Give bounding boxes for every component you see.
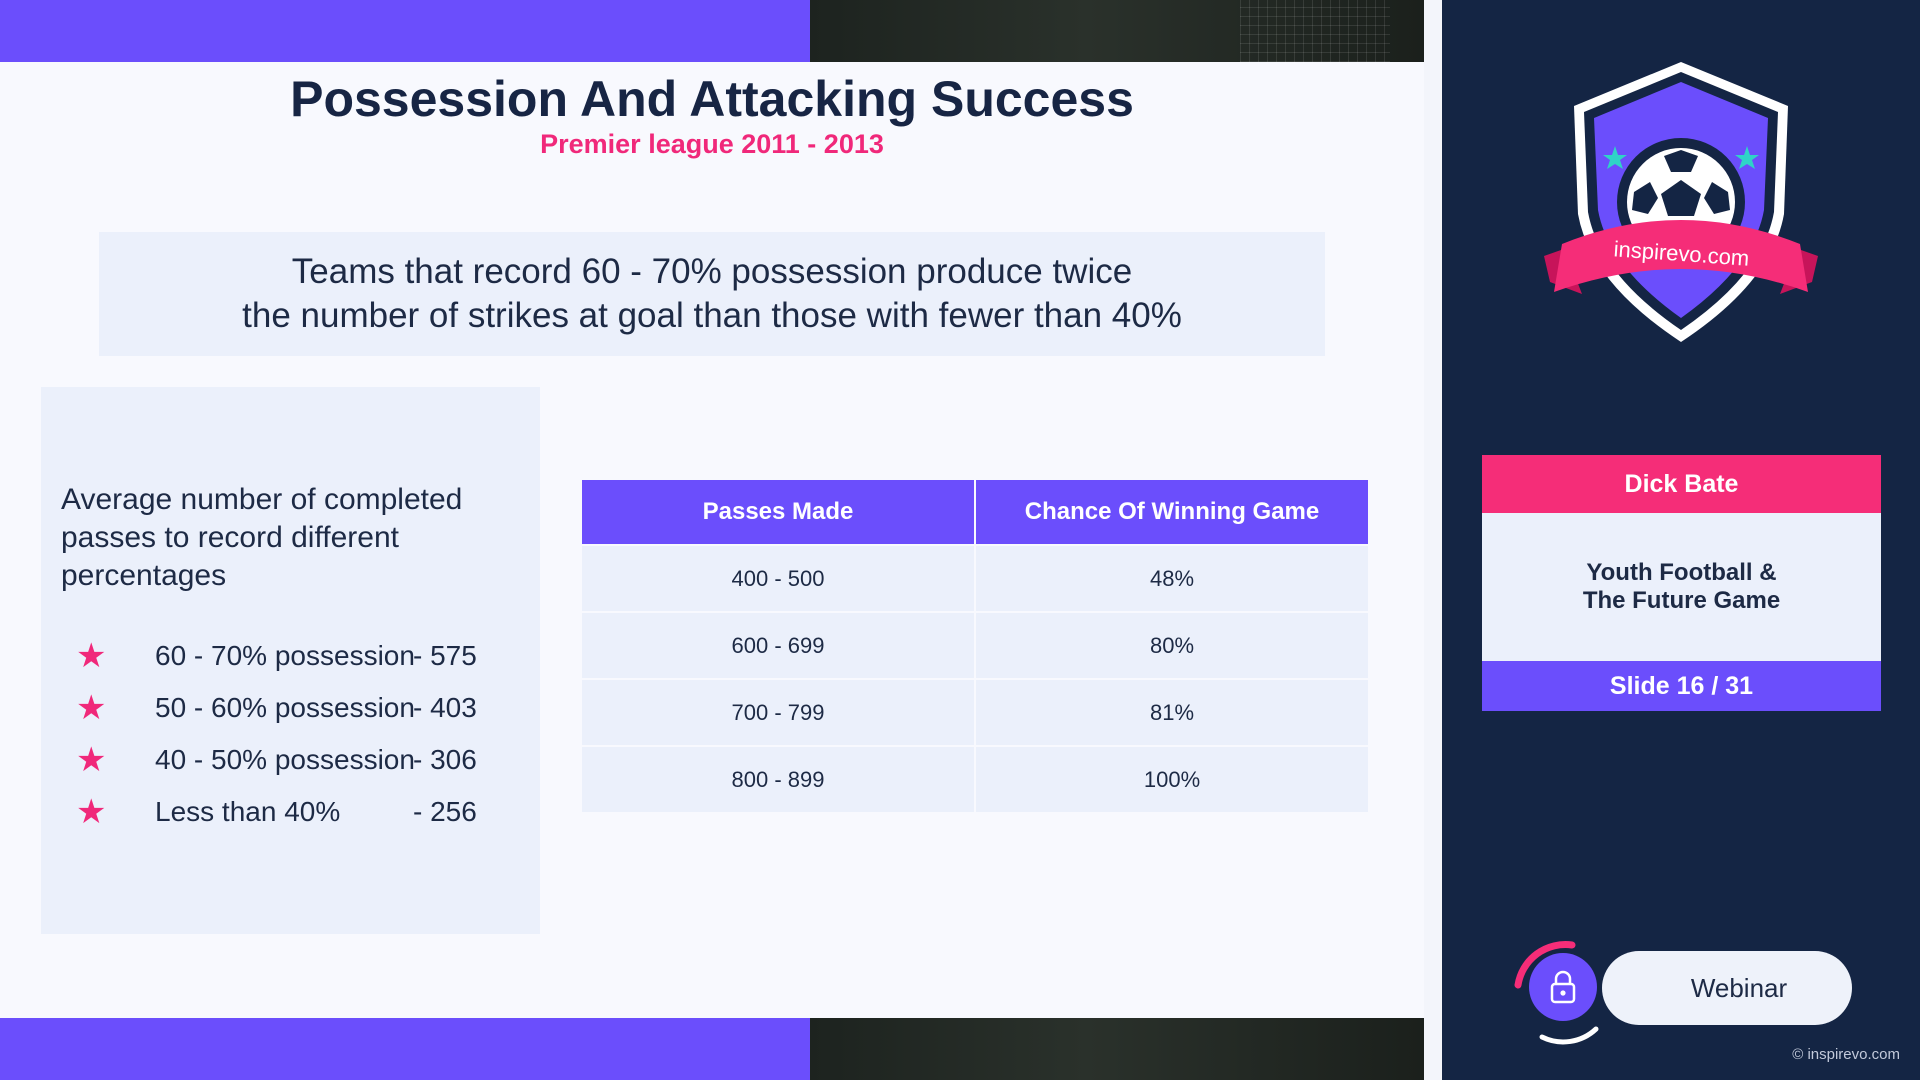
- table-row: 800 - 899 100%: [582, 745, 1368, 812]
- list-item: ★ 50 - 60% possession - 403: [76, 682, 477, 734]
- passes-cell: 600 - 699: [582, 611, 975, 679]
- slide-title: Possession And Attacking Success: [290, 71, 1134, 127]
- star-icon: ★: [76, 637, 107, 675]
- possession-value: - 306: [413, 744, 477, 775]
- callout-line-2: the number of strikes at goal than those…: [242, 296, 1182, 335]
- star-icon: ★: [76, 741, 107, 779]
- topic-line-2: The Future Game: [1582, 587, 1781, 614]
- list-item: ★ Less than 40% - 256: [76, 786, 477, 838]
- table-row: 400 - 500 48%: [582, 544, 1368, 612]
- passes-cell: 700 - 799: [582, 678, 975, 746]
- star-icon: [1735, 146, 1759, 169]
- star-icon: [1603, 146, 1627, 169]
- list-item: ★ 40 - 50% possession - 306: [76, 734, 477, 786]
- goal-net-photo: [1240, 0, 1390, 62]
- chance-cell: 81%: [974, 678, 1368, 746]
- possession-value: - 256: [413, 796, 477, 827]
- header-passes-made: Passes Made: [582, 480, 975, 545]
- slide-counter: Slide 16 / 31: [1482, 661, 1881, 711]
- webinar-topic: Youth Football & The Future Game: [1482, 513, 1881, 661]
- table-row: 600 - 699 80%: [582, 611, 1368, 679]
- header-chance-of-winning: Chance Of Winning Game: [974, 480, 1368, 545]
- slide-edge-strip: [1424, 0, 1442, 1080]
- bottom-banner: [0, 1018, 1424, 1080]
- webinar-label: Webinar: [1690, 972, 1788, 1003]
- copyright-text: © inspirevo.com: [1792, 1046, 1900, 1063]
- chance-cell: 100%: [974, 745, 1368, 812]
- slide-subtitle: Premier league 2011 - 2013: [540, 129, 884, 159]
- speaker-name: Dick Bate: [1482, 455, 1881, 513]
- possession-label: 50 - 60% possession: [155, 692, 415, 723]
- top-banner: [0, 0, 1424, 62]
- callout-box: Teams that record 60 - 70% possession pr…: [99, 232, 1325, 356]
- passes-cell: 400 - 500: [582, 544, 975, 612]
- table-row: 700 - 799 81%: [582, 678, 1368, 746]
- topic-line-1: Youth Football &: [1586, 559, 1777, 586]
- star-icon: ★: [76, 793, 107, 831]
- slide-canvas: Possession And Attacking Success Premier…: [0, 0, 1424, 1080]
- callout-line-1: Teams that record 60 - 70% possession pr…: [291, 252, 1133, 291]
- passes-cell: 800 - 899: [582, 745, 975, 812]
- possession-value: - 403: [413, 692, 477, 723]
- chance-cell: 48%: [974, 544, 1368, 612]
- lock-button[interactable]: [1529, 953, 1597, 1021]
- passes-table: Passes Made Chance Of Winning Game 400 -…: [582, 480, 1368, 812]
- possession-label: 60 - 70% possession: [155, 640, 415, 671]
- shield-badge-icon: inspirevo.com: [1544, 62, 1818, 342]
- chance-cell: 80%: [974, 611, 1368, 679]
- list-item: ★ 60 - 70% possession - 575: [76, 630, 477, 682]
- progress-arc: [1514, 941, 1599, 1045]
- table-header-row: Passes Made Chance Of Winning Game: [582, 480, 1368, 545]
- speaker-card: Dick Bate Youth Football & The Future Ga…: [1482, 455, 1881, 711]
- possession-label: 40 - 50% possession: [155, 744, 415, 775]
- passes-panel-heading: Average number of completed passes to re…: [61, 483, 463, 592]
- possession-value: - 575: [413, 640, 477, 671]
- possession-label: Less than 40%: [155, 796, 341, 827]
- lock-icon: [1550, 970, 1576, 1004]
- star-icon: ★: [76, 689, 107, 727]
- webinar-button[interactable]: Webinar: [1602, 951, 1852, 1025]
- passes-panel: Average number of completed passes to re…: [41, 387, 540, 934]
- possession-list: ★ 60 - 70% possession - 575 ★ 50 - 60% p…: [76, 630, 477, 838]
